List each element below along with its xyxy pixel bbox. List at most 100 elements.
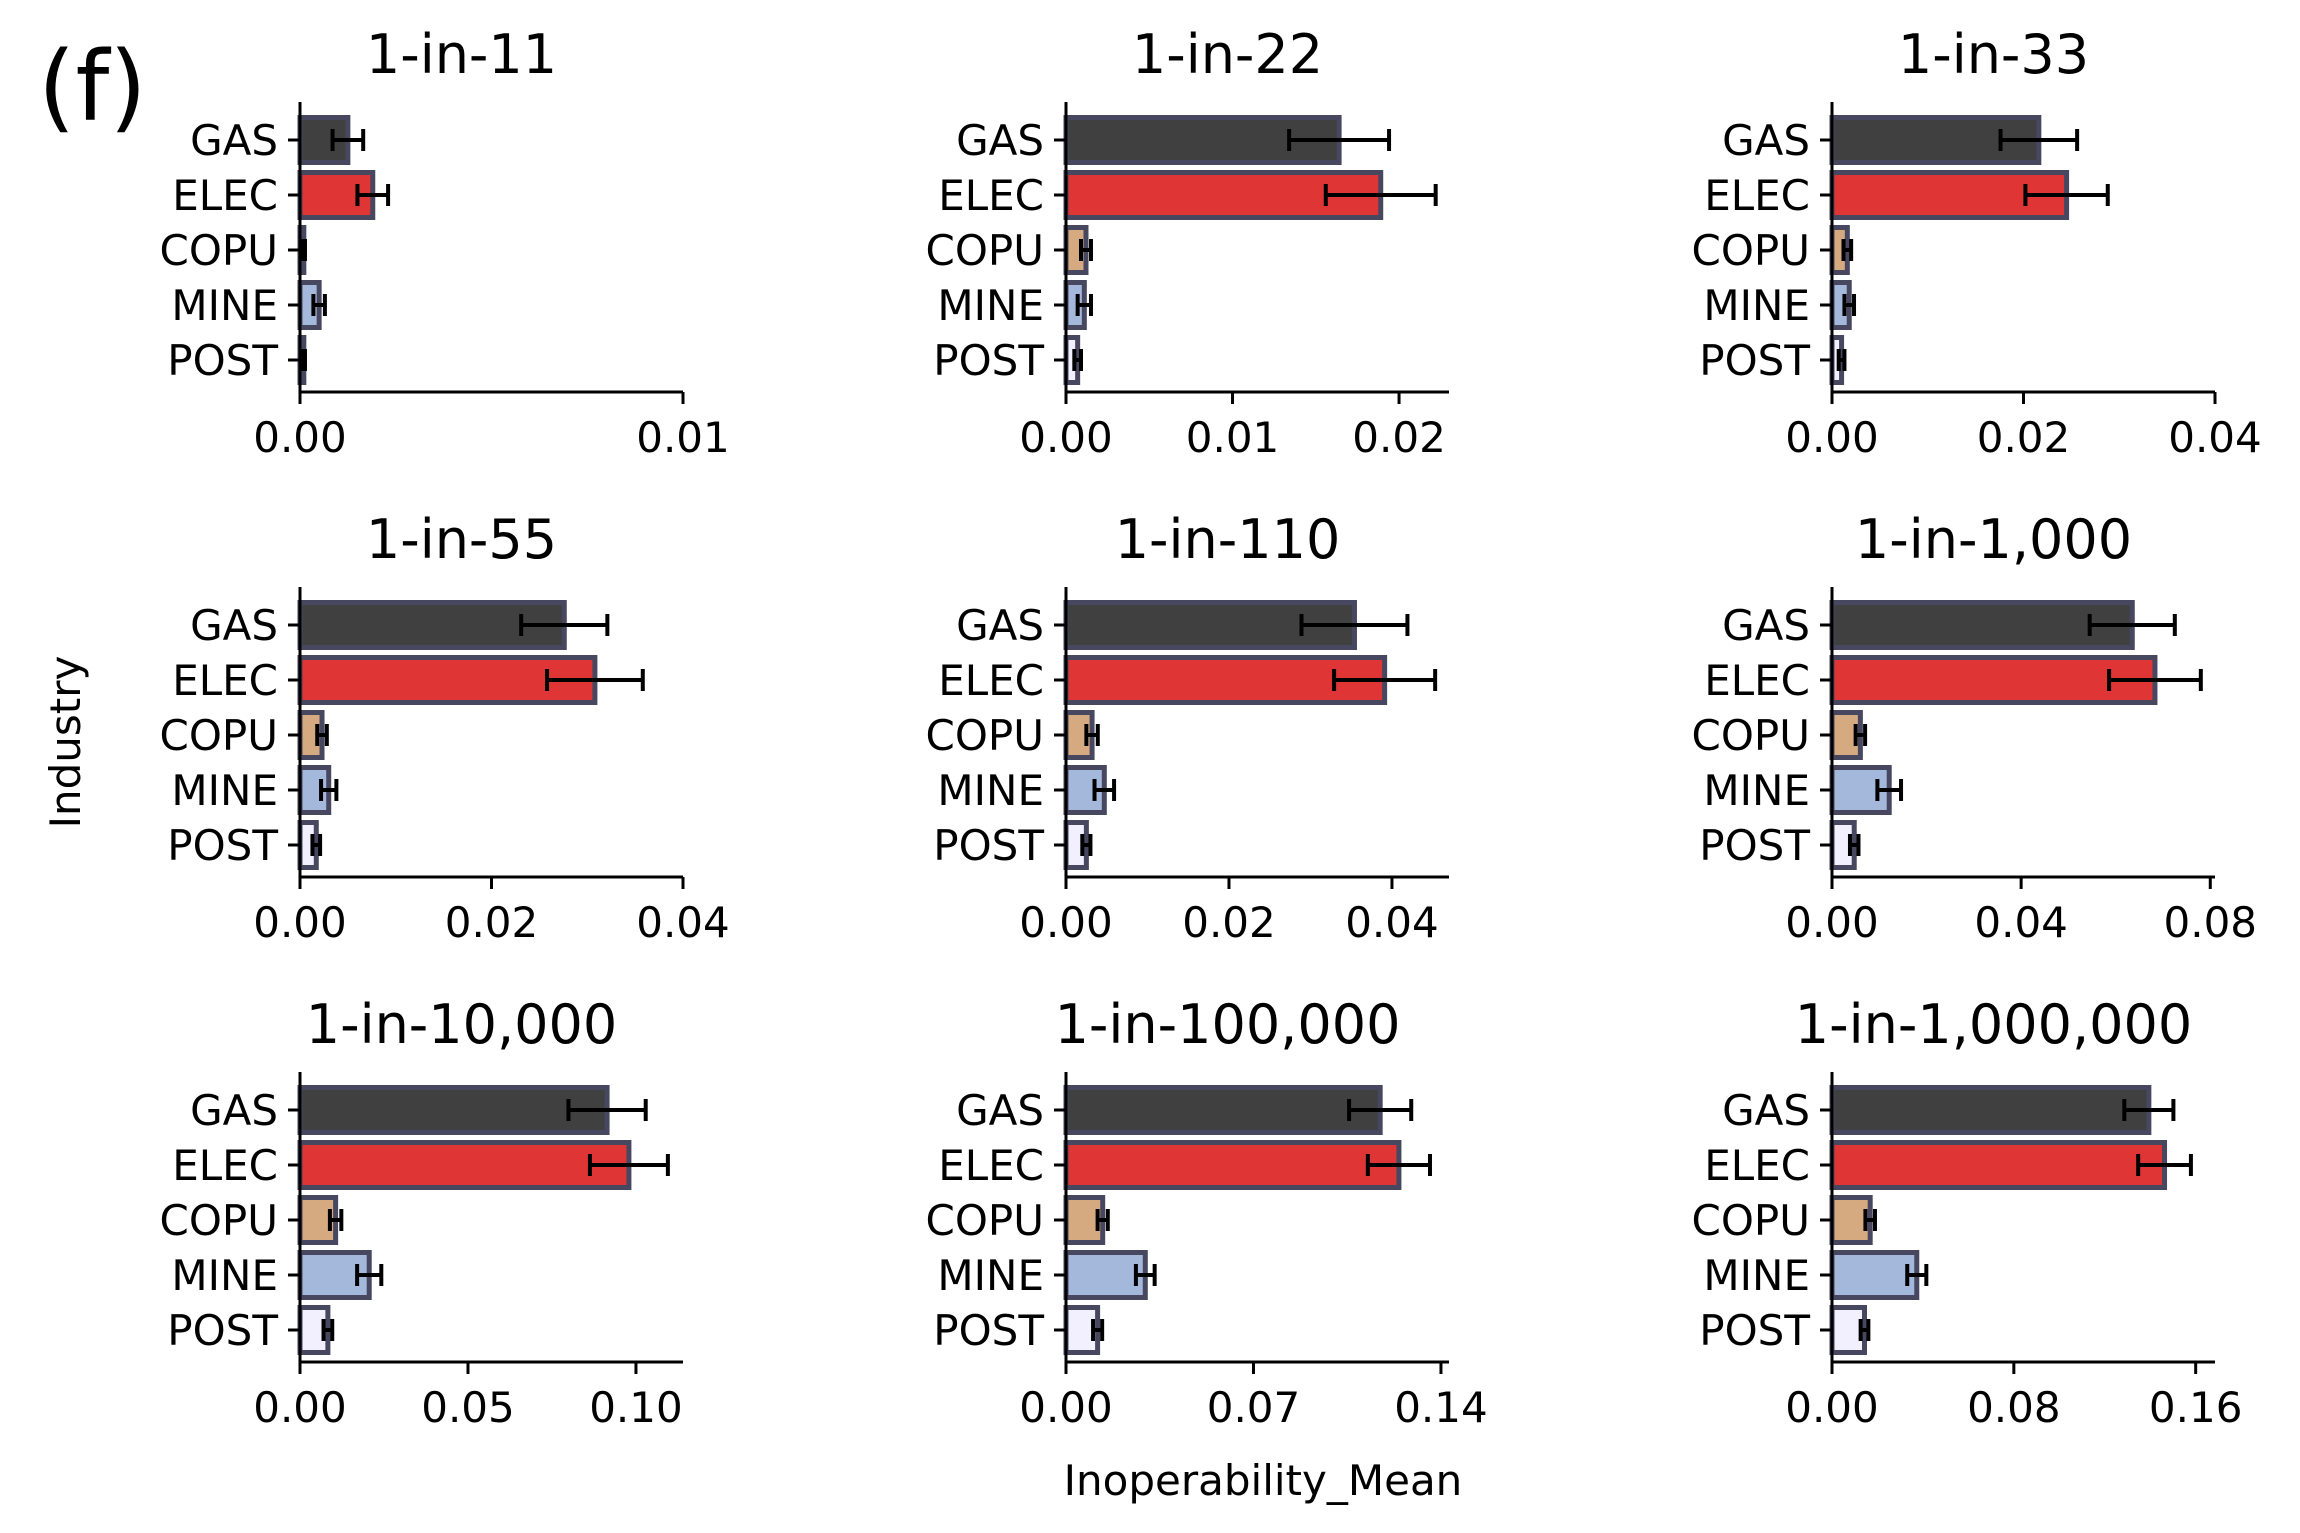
category-label: ELEC bbox=[1704, 1141, 1810, 1190]
errorbar-post bbox=[300, 349, 307, 371]
x-tick-label: 0.07 bbox=[1207, 1383, 1301, 1432]
errorbar-copu bbox=[315, 724, 329, 746]
category-label: COPU bbox=[160, 1196, 278, 1245]
panel-title: 1-in-110 bbox=[1115, 508, 1341, 571]
panel-7: 1-in-10,000 GAS ELEC COPU MINE POST 0.00 0.05 0.… bbox=[160, 993, 683, 1432]
errorbar-post bbox=[1836, 349, 1847, 371]
errorbar-mine bbox=[1875, 779, 1904, 801]
errorbar-gas bbox=[1299, 614, 1410, 636]
panel-4: 1-in-55 GAS ELEC COPU MINE POST 0.00 0.02 0.04 bbox=[160, 508, 730, 947]
bar-gas bbox=[1829, 600, 2135, 650]
bar-gas bbox=[1829, 1085, 2152, 1135]
errorbar-mine bbox=[1842, 294, 1857, 316]
errorbar-mine bbox=[1133, 1264, 1157, 1286]
x-tick-label: 0.00 bbox=[1019, 413, 1113, 462]
x-tick-label: 0.14 bbox=[1394, 1383, 1488, 1432]
errorbar-post bbox=[1091, 1319, 1105, 1341]
errorbar-elec bbox=[1332, 669, 1438, 691]
errorbar-gas bbox=[330, 129, 366, 151]
errorbar-copu bbox=[1841, 239, 1854, 261]
errorbar-gas bbox=[1347, 1099, 1414, 1121]
category-label: GAS bbox=[1722, 116, 1810, 165]
category-label: GAS bbox=[1722, 601, 1810, 650]
errorbar-post bbox=[321, 1319, 335, 1341]
x-tick-label: 0.05 bbox=[421, 1383, 515, 1432]
x-tick-label: 0.10 bbox=[589, 1383, 683, 1432]
panel-title: 1-in-11 bbox=[366, 23, 557, 86]
errorbar-copu bbox=[1095, 1209, 1110, 1231]
category-label: GAS bbox=[190, 116, 278, 165]
category-label: ELEC bbox=[938, 656, 1044, 705]
x-tick-label: 0.08 bbox=[1967, 1383, 2061, 1432]
category-label: ELEC bbox=[172, 656, 278, 705]
bar-mine bbox=[1829, 1250, 1920, 1300]
category-label: MINE bbox=[1703, 766, 1810, 815]
errorbar-mine bbox=[1092, 779, 1117, 801]
errorbar-copu bbox=[300, 239, 307, 261]
errorbar-copu bbox=[327, 1209, 344, 1231]
category-label: MINE bbox=[937, 1251, 1044, 1300]
x-tick-label: 0.04 bbox=[2168, 413, 2262, 462]
x-tick-label: 0.08 bbox=[2164, 898, 2258, 947]
errorbar-elec bbox=[1323, 184, 1438, 206]
x-tick-label: 0.02 bbox=[1977, 413, 2071, 462]
errorbar-mine bbox=[1075, 294, 1093, 316]
category-label: POST bbox=[167, 821, 278, 870]
errorbar-elec bbox=[587, 1154, 670, 1176]
errorbar-copu bbox=[1078, 239, 1093, 261]
errorbar-post bbox=[1847, 834, 1861, 856]
category-label: POST bbox=[1699, 1306, 1810, 1355]
bar-elec bbox=[1829, 655, 2158, 705]
bar-elec bbox=[297, 1140, 632, 1190]
errorbar-copu bbox=[1863, 1209, 1877, 1231]
panel-title: 1-in-1,000,000 bbox=[1795, 993, 2192, 1056]
x-tick-label: 0.00 bbox=[1019, 898, 1113, 947]
panel-title: 1-in-1,000 bbox=[1855, 508, 2132, 571]
category-label: GAS bbox=[956, 116, 1044, 165]
category-label: MINE bbox=[171, 1251, 278, 1300]
bar-mine bbox=[1063, 1250, 1148, 1300]
y-axis-label: Industry bbox=[41, 656, 90, 829]
panel-title: 1-in-22 bbox=[1132, 23, 1323, 86]
panel-title: 1-in-33 bbox=[1898, 23, 2089, 86]
errorbar-gas bbox=[2087, 614, 2177, 636]
bar-elec bbox=[297, 655, 598, 705]
category-label: GAS bbox=[190, 601, 278, 650]
panels-group: 1-in-11 GAS ELEC COPU MINE POST 0.00 0.01 1-in-2… bbox=[160, 23, 2262, 1432]
category-label: POST bbox=[933, 336, 1044, 385]
x-tick-label: 0.02 bbox=[445, 898, 539, 947]
x-tick-label: 0.00 bbox=[253, 898, 347, 947]
category-label: MINE bbox=[1703, 281, 1810, 330]
bar-elec bbox=[1829, 1140, 2168, 1190]
category-label: POST bbox=[167, 336, 278, 385]
bar-gas bbox=[1063, 1085, 1383, 1135]
category-label: POST bbox=[1699, 821, 1810, 870]
panel-title: 1-in-10,000 bbox=[306, 993, 618, 1056]
x-tick-label: 0.00 bbox=[1019, 1383, 1113, 1432]
category-label: COPU bbox=[160, 711, 278, 760]
category-label: MINE bbox=[937, 766, 1044, 815]
errorbar-post bbox=[1080, 834, 1093, 856]
x-tick-label: 0.00 bbox=[1785, 898, 1879, 947]
category-label: ELEC bbox=[1704, 171, 1810, 220]
category-label: MINE bbox=[1703, 1251, 1810, 1300]
category-label: MINE bbox=[937, 281, 1044, 330]
errorbar-copu bbox=[1853, 724, 1868, 746]
errorbar-mine bbox=[355, 1264, 384, 1286]
category-label: ELEC bbox=[172, 171, 278, 220]
errorbar-elec bbox=[2136, 1154, 2193, 1176]
category-label: POST bbox=[933, 821, 1044, 870]
errorbar-elec bbox=[1365, 1154, 1432, 1176]
errorbar-gas bbox=[566, 1099, 648, 1121]
category-label: GAS bbox=[1722, 1086, 1810, 1135]
errorbar-mine bbox=[319, 779, 339, 801]
x-tick-label: 0.01 bbox=[636, 413, 730, 462]
x-axis-label: Inoperability_Mean bbox=[1064, 1456, 1463, 1505]
x-tick-label: 0.00 bbox=[253, 1383, 347, 1432]
panel-5: 1-in-110 GAS ELEC COPU MINE POST 0.00 0.02 0.04 bbox=[926, 508, 1449, 947]
category-label: COPU bbox=[1692, 1196, 1810, 1245]
category-label: MINE bbox=[171, 766, 278, 815]
category-label: GAS bbox=[956, 601, 1044, 650]
